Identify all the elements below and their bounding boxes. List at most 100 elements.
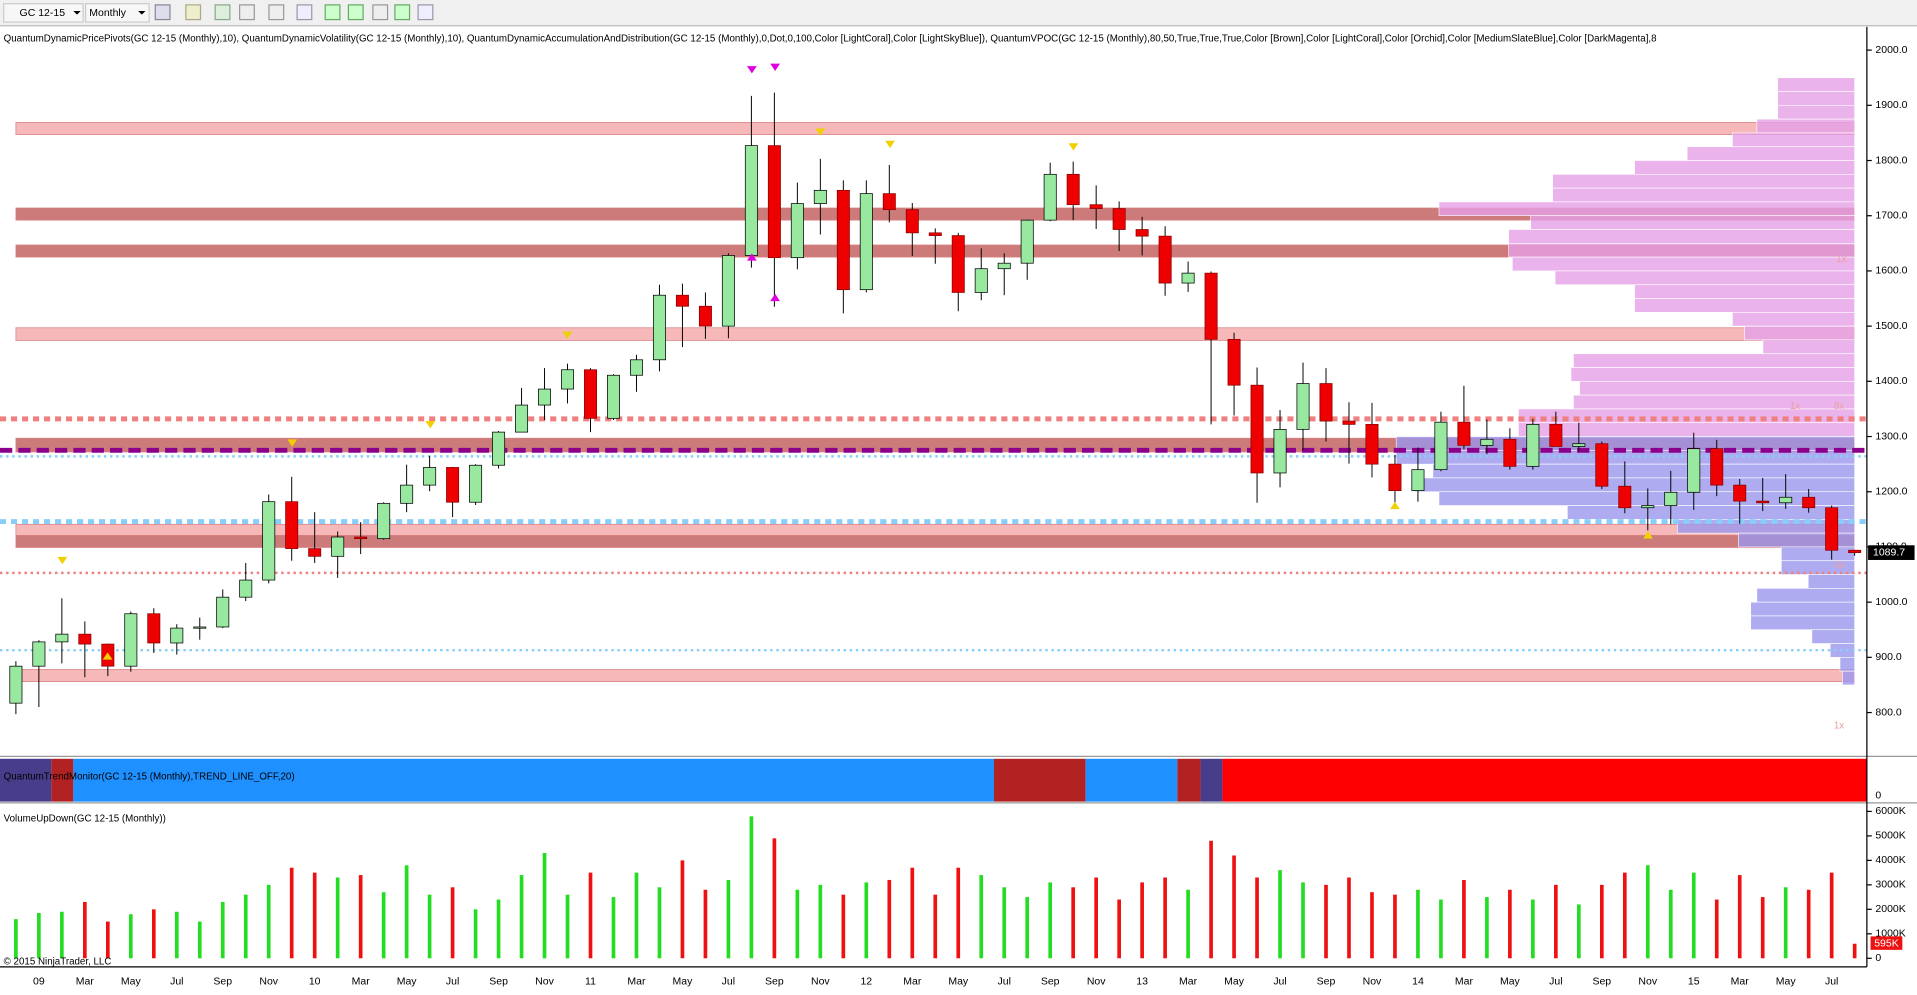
price-panel: 800.0900.01000.01100.01200.01300.01400.0… xyxy=(0,44,1915,731)
volume-bar xyxy=(726,879,731,959)
y-tick-label: 1800.0 xyxy=(1875,154,1907,166)
symbol-selector[interactable] xyxy=(3,3,84,23)
x-tick-label: Mar xyxy=(1731,975,1750,987)
candle-body xyxy=(193,626,207,629)
volume-bar xyxy=(174,911,179,959)
interval[interactable]: Monthly xyxy=(89,7,126,19)
icon-draw[interactable] xyxy=(185,4,202,21)
volume-bar xyxy=(1324,884,1328,959)
profile-bar xyxy=(1552,187,1855,203)
y-tick-label: 1400.0 xyxy=(1875,375,1907,387)
profile-bar xyxy=(1573,394,1855,410)
x-tick-label: May xyxy=(121,975,142,987)
volume-bar xyxy=(496,899,501,959)
candle-body xyxy=(1664,491,1678,506)
candle-body xyxy=(216,596,230,628)
pivot-zone xyxy=(15,669,1856,683)
x-tick-label: Jul xyxy=(170,975,183,987)
candle-body xyxy=(882,193,896,211)
volume-bar xyxy=(358,875,363,959)
x-tick-label: May xyxy=(1500,975,1521,987)
volume-bar xyxy=(312,872,317,959)
profile-bar xyxy=(1414,477,1855,493)
candle-body xyxy=(1066,173,1080,206)
profile-bar xyxy=(1744,325,1855,341)
y-tick-label: 2000.0 xyxy=(1875,44,1907,56)
x-tick-label: Jul xyxy=(1549,975,1562,987)
volume-bar xyxy=(1737,875,1742,959)
icon-dom[interactable] xyxy=(324,4,341,21)
profile-bar xyxy=(1732,132,1855,148)
candle-body xyxy=(744,145,758,256)
profile-bar xyxy=(1777,91,1855,106)
candle-body xyxy=(974,268,988,293)
candle-body xyxy=(1411,469,1425,491)
x-tick-label: Mar xyxy=(352,975,371,987)
candle-body xyxy=(836,189,850,291)
candle-body xyxy=(813,189,827,204)
candle-body xyxy=(721,255,735,327)
volume-bar xyxy=(128,914,133,959)
x-tick-label: Sep xyxy=(1592,975,1611,987)
volume-bar xyxy=(1393,894,1397,959)
candle-body xyxy=(584,369,597,419)
volume-bar xyxy=(220,901,225,959)
volume-bar xyxy=(1714,899,1719,959)
pivot-zone xyxy=(15,122,1856,135)
volume-bar xyxy=(105,921,110,959)
volume-bar xyxy=(1416,889,1420,959)
volume-bar xyxy=(1370,892,1374,959)
y-tick-label: 4000K xyxy=(1875,854,1905,866)
profile-bar xyxy=(1554,270,1855,286)
volume-bar xyxy=(1186,889,1190,959)
y-tick-label: 3000K xyxy=(1875,879,1905,891)
profile-bar xyxy=(1570,367,1855,382)
signal-marker xyxy=(770,63,781,71)
profile-bar xyxy=(1530,215,1855,230)
candle-body xyxy=(1388,463,1402,491)
volume-bar xyxy=(703,889,708,959)
candle-body xyxy=(1365,424,1379,465)
profile-annotation: 1x xyxy=(1790,401,1800,412)
profile-bar xyxy=(1777,105,1855,120)
x-tick-label: Sep xyxy=(213,975,232,987)
candle-body xyxy=(1687,448,1701,493)
icon-strategy[interactable] xyxy=(239,4,255,21)
x-tick-label: Sep xyxy=(1041,975,1060,987)
x-tick-label: Mar xyxy=(1455,975,1474,987)
y-tick-label: 900.0 xyxy=(1875,651,1901,663)
icon-order[interactable] xyxy=(347,4,364,21)
x-tick-label: 12 xyxy=(860,975,872,987)
volume-bar xyxy=(1485,897,1489,959)
icon-data[interactable] xyxy=(417,4,434,21)
profile-bar xyxy=(1634,298,1855,313)
icon-props[interactable] xyxy=(372,4,389,21)
icon-cursor[interactable] xyxy=(268,4,285,21)
interval-selector[interactable] xyxy=(84,3,150,23)
candle-body xyxy=(1503,438,1517,467)
volume-bar xyxy=(542,853,547,959)
trend-segment xyxy=(1177,758,1201,802)
volume-bar xyxy=(266,884,271,959)
candle-body xyxy=(377,502,391,540)
x-tick-label: Sep xyxy=(1317,975,1336,987)
volume-bar xyxy=(588,872,593,959)
icon-bars[interactable] xyxy=(154,4,171,21)
icon-indicator[interactable] xyxy=(214,4,231,21)
candle-body xyxy=(1043,173,1057,221)
symbol[interactable]: GC 12-15 xyxy=(20,7,66,19)
volume-bar xyxy=(1577,904,1581,959)
x-tick-label: Jul xyxy=(722,975,735,987)
volume-bar xyxy=(749,816,754,959)
volume-bar xyxy=(1829,872,1834,959)
x-tick-label: 11 xyxy=(585,975,596,987)
x-tick-label: 10 xyxy=(309,975,321,987)
profile-bar xyxy=(1780,546,1855,562)
profile-bar xyxy=(1518,422,1855,437)
icon-cash[interactable] xyxy=(394,4,411,21)
candle-body xyxy=(1457,421,1471,446)
candle-body xyxy=(607,374,620,419)
icon-zoom[interactable] xyxy=(296,4,313,21)
volume-bar xyxy=(864,882,869,959)
